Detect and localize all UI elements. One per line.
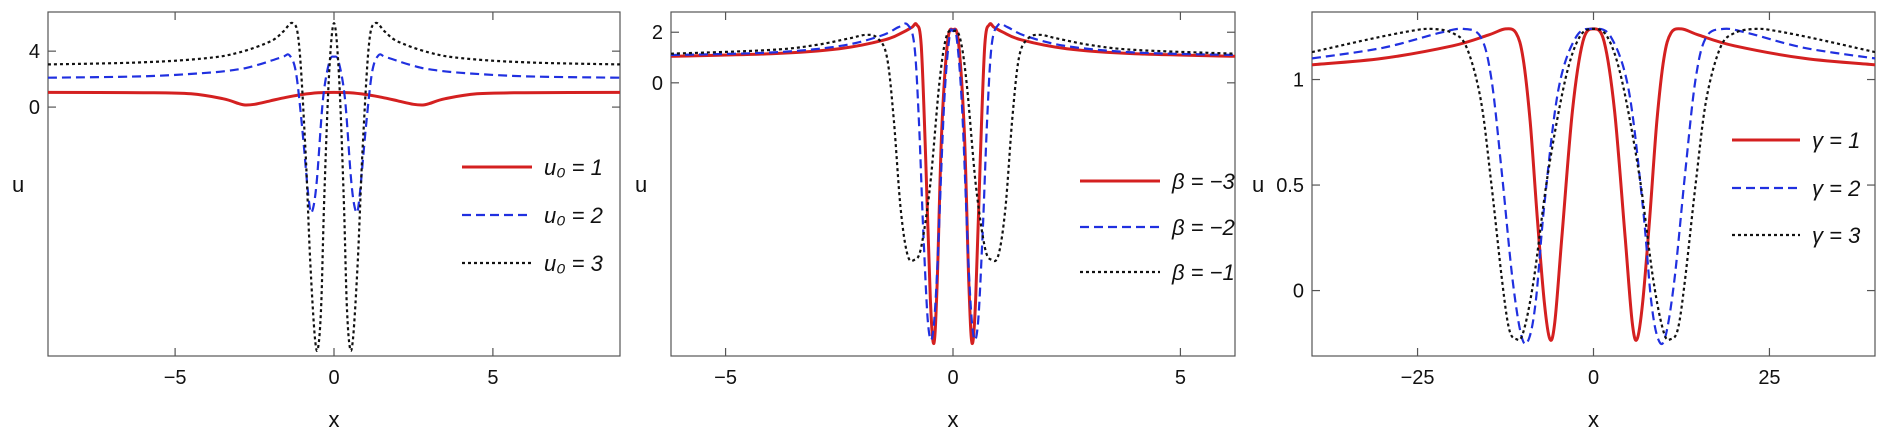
- panel-3: −25 0 25 0 0.5 1 x u γ = 1 γ = 2 γ = 3: [1252, 11, 1876, 432]
- series-line-2: [1312, 27, 1875, 346]
- x-tick-label: −5: [164, 367, 187, 389]
- x-tick-label: 0: [328, 367, 339, 389]
- series-line-3: [48, 21, 620, 352]
- x-tick-label: −25: [1401, 367, 1435, 389]
- x-tick-label: 25: [1758, 367, 1780, 389]
- legend-label: β = −2: [1171, 215, 1235, 240]
- legend-label: u₀ = 2: [544, 203, 603, 228]
- legend-label: u₀ = 3: [544, 251, 604, 276]
- series-line-2: [671, 22, 1235, 342]
- legend-label: β = −1: [1171, 260, 1235, 285]
- y-tick-label: 0: [1293, 281, 1304, 303]
- plot-frame: [670, 11, 1236, 357]
- x-axis-label: x: [329, 407, 340, 432]
- x-axis-label: x: [1588, 407, 1599, 432]
- y-tick-label: 1: [1293, 70, 1304, 92]
- legend-label: γ = 1: [1812, 128, 1860, 153]
- legend-label: β = −3: [1171, 169, 1235, 194]
- series-line-2: [48, 53, 620, 214]
- y-tick-label: 0: [652, 73, 663, 95]
- y-tick-label: 0: [29, 97, 40, 119]
- x-tick-label: 5: [487, 367, 498, 389]
- y-axis-label: u: [12, 172, 24, 197]
- panel-2: −5 0 5 0 2 x u β = −3 β = −2 β = −1: [635, 11, 1236, 432]
- y-axis-label: u: [635, 172, 647, 197]
- x-axis-label: x: [948, 407, 959, 432]
- x-tick-label: −5: [714, 367, 737, 389]
- legend-label: γ = 2: [1812, 176, 1860, 201]
- y-tick-label: 0.5: [1276, 175, 1304, 197]
- y-tick-label: 2: [652, 22, 663, 44]
- x-tick-label: 5: [1175, 367, 1186, 389]
- series-line-1: [48, 90, 620, 107]
- legend-label: γ = 3: [1812, 223, 1861, 248]
- legend-label: u₀ = 1: [544, 155, 603, 180]
- x-tick-label: 0: [1588, 367, 1599, 389]
- series-line-1: [671, 22, 1235, 345]
- y-axis-label: u: [1252, 172, 1264, 197]
- panel-1: −5 0 5 0 4 x u u₀ = 1 u₀ = 2 u₀ = 3: [12, 11, 621, 432]
- x-tick-label: 0: [947, 367, 958, 389]
- plot-frame: [1311, 11, 1876, 357]
- series-line-1: [1312, 27, 1875, 342]
- y-tick-label: 4: [29, 41, 40, 63]
- series-line-3: [1312, 27, 1875, 342]
